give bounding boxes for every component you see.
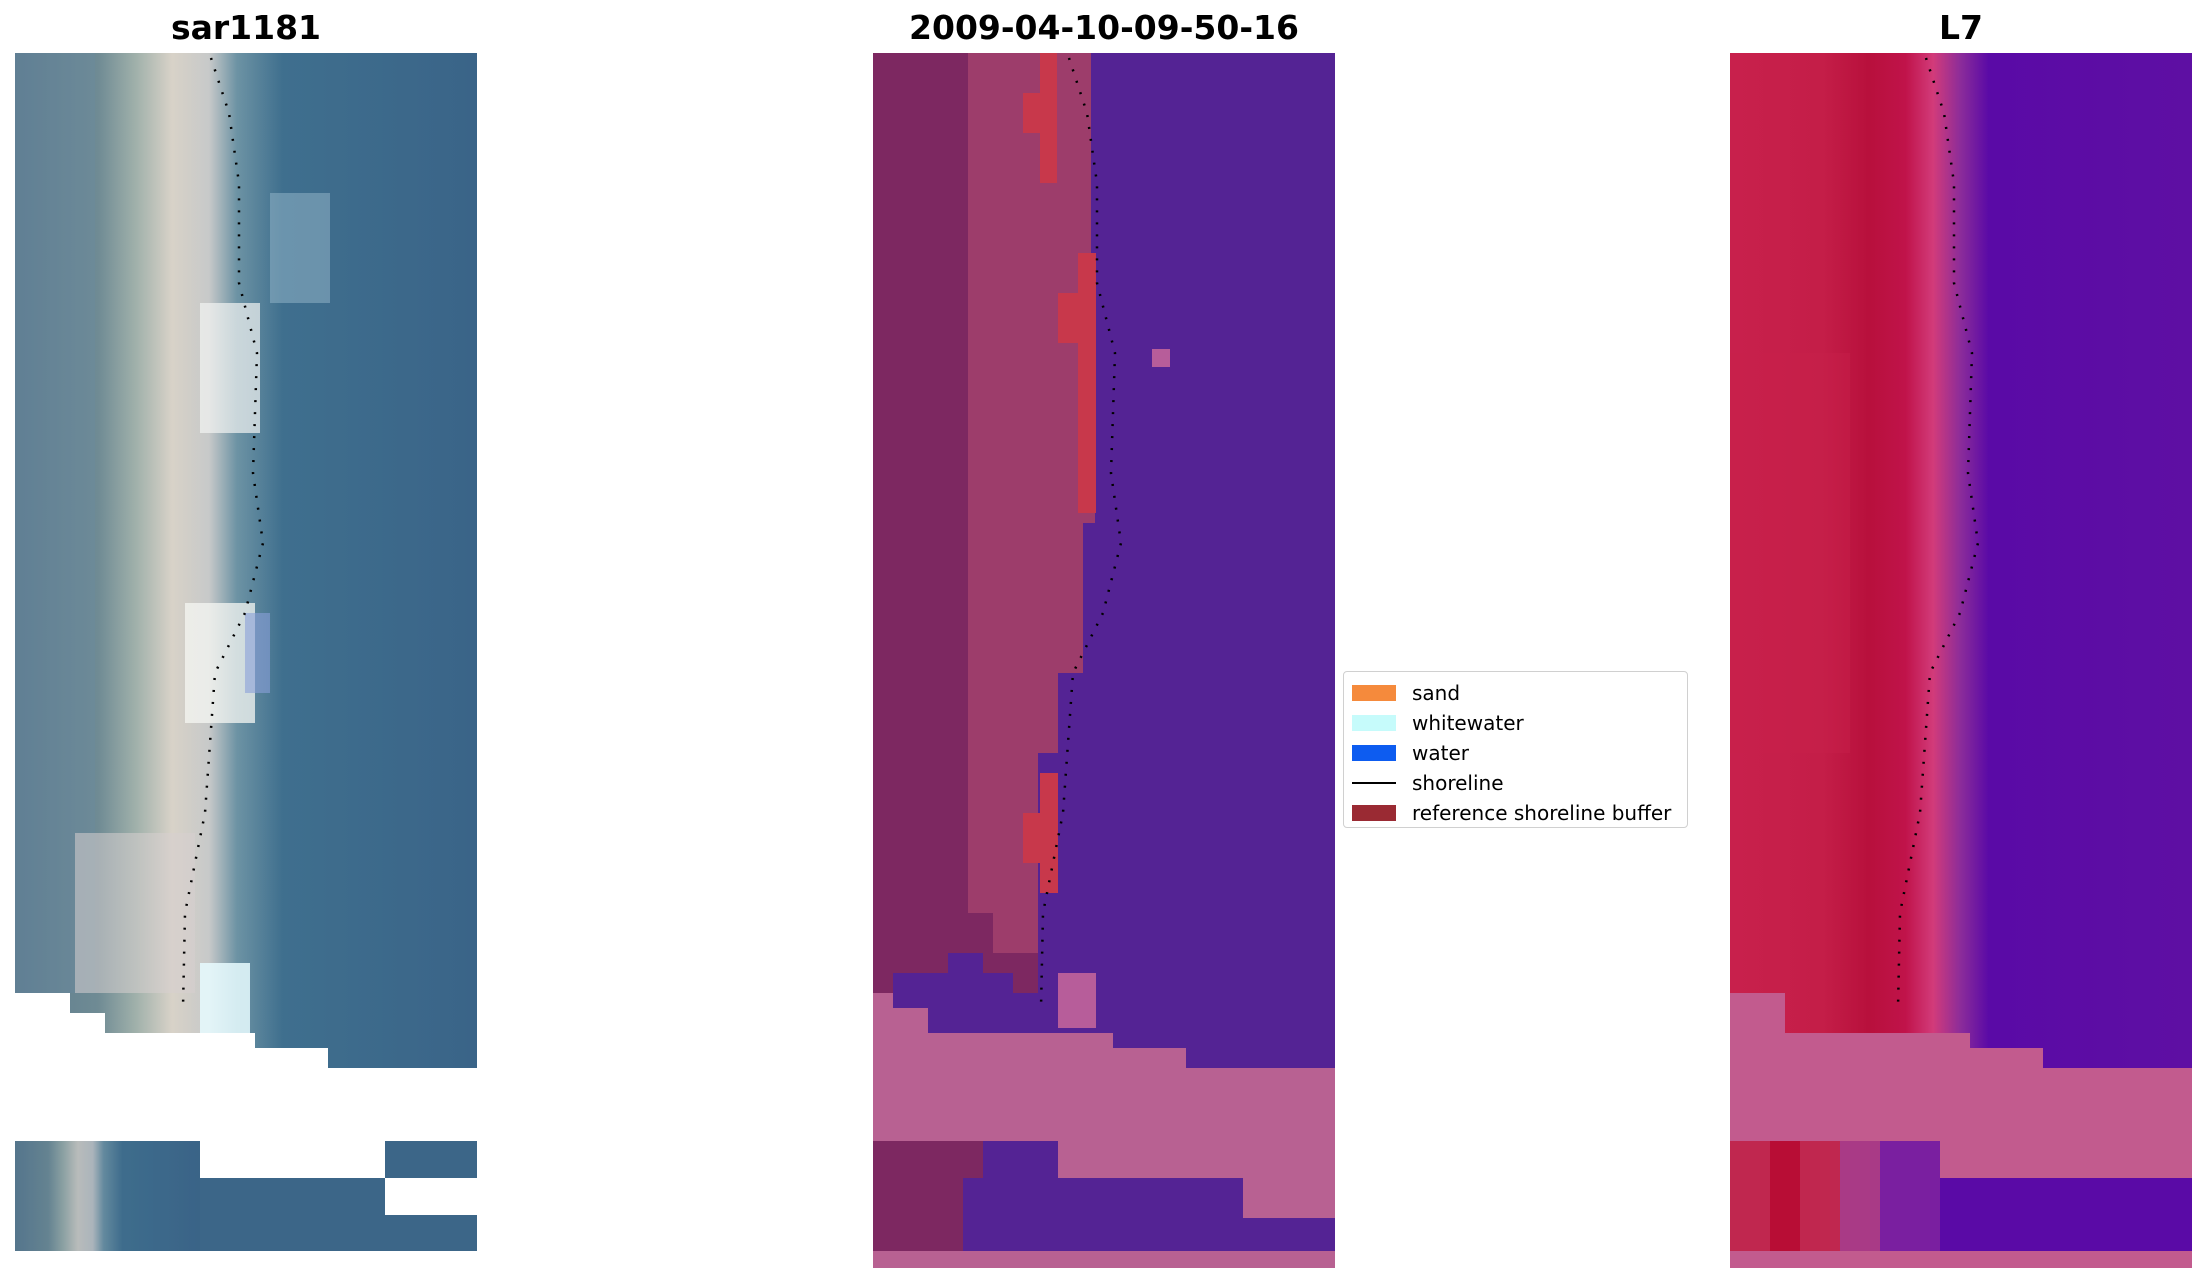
rgb-satellite-image [15,53,477,1268]
legend-item-shoreline: shoreline [1352,768,1679,798]
water-swatch [1352,745,1396,761]
index-image [1730,53,2192,1268]
legend-item-whitewater: whitewater [1352,708,1679,738]
legend-label: sand [1412,681,1461,705]
panel-title-rgb: sar1181 [170,8,322,47]
sand-swatch [1352,685,1396,701]
legend-item-water: water [1352,738,1679,768]
legend-label: water [1412,741,1469,765]
panel-title-classified: 2009-04-10-09-50-16 [909,8,1299,47]
legend-label: whitewater [1412,711,1524,735]
shoreline-line-swatch [1352,782,1396,784]
panel-title-index: L7 [1939,8,1983,47]
legend-label: shoreline [1412,771,1504,795]
classified-image [873,53,1335,1268]
whitewater-swatch [1352,715,1396,731]
legend-item-reference-buffer: reference shoreline buffer [1352,798,1679,828]
reference-buffer-swatch [1352,805,1396,821]
legend-item-sand: sand [1352,678,1679,708]
map-legend: sand whitewater water shoreline referenc… [1343,671,1688,828]
legend-label: reference shoreline buffer [1412,801,1672,825]
